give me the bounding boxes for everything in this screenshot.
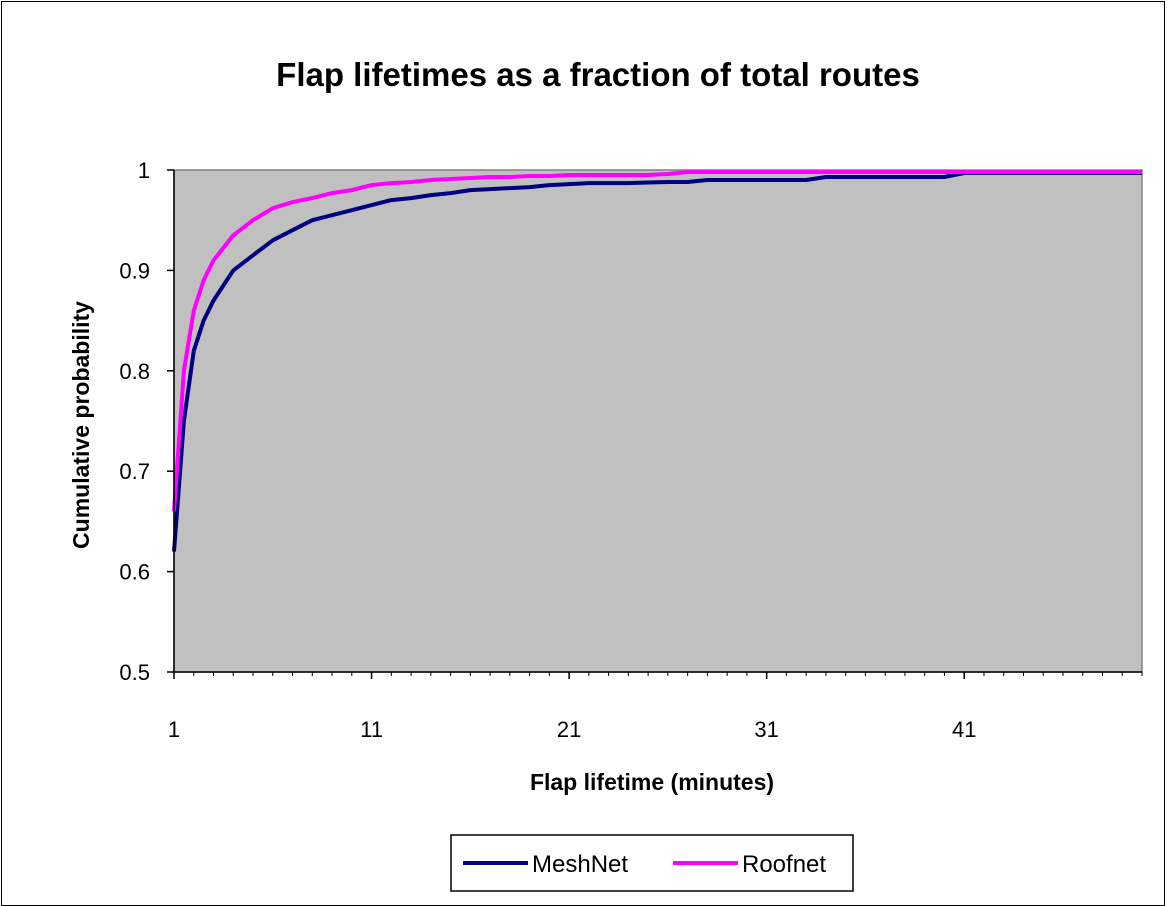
series-line-meshnet [172, 171, 1142, 552]
y-tick-label: 0.7 [119, 459, 150, 484]
y-tick-label: 0.5 [119, 660, 150, 685]
y-tick-label: 0.6 [119, 560, 150, 585]
legend: MeshNet Roofnet [450, 834, 854, 892]
x-tick-label: 11 [360, 717, 383, 742]
y-axis-label: Cumulative probability [68, 301, 94, 549]
legend-label-meshnet: MeshNet [532, 851, 628, 878]
chart-title: Flap lifetimes as a fraction of total ro… [276, 56, 920, 93]
y-tick-label: 1 [138, 158, 150, 183]
y-tick-label: 0.8 [119, 359, 150, 384]
y-tick-label: 0.9 [119, 258, 150, 283]
series-line-roofnet [172, 170, 1142, 512]
plot-area [173, 169, 1143, 673]
x-axis-label: Flap lifetime (minutes) [530, 769, 774, 795]
y-axis-ticks: 0.5 0.6 0.7 0.8 0.9 1 [119, 158, 174, 685]
x-tick-label: 1 [168, 717, 180, 742]
x-tick-label: 31 [754, 717, 778, 742]
x-tick-label: 41 [952, 717, 976, 742]
series-lines [172, 170, 1142, 552]
legend-label-roofnet: Roofnet [742, 851, 826, 878]
x-axis-ticks: 1 11 21 31 41 [168, 672, 1143, 742]
x-tick-label: 21 [557, 717, 581, 742]
